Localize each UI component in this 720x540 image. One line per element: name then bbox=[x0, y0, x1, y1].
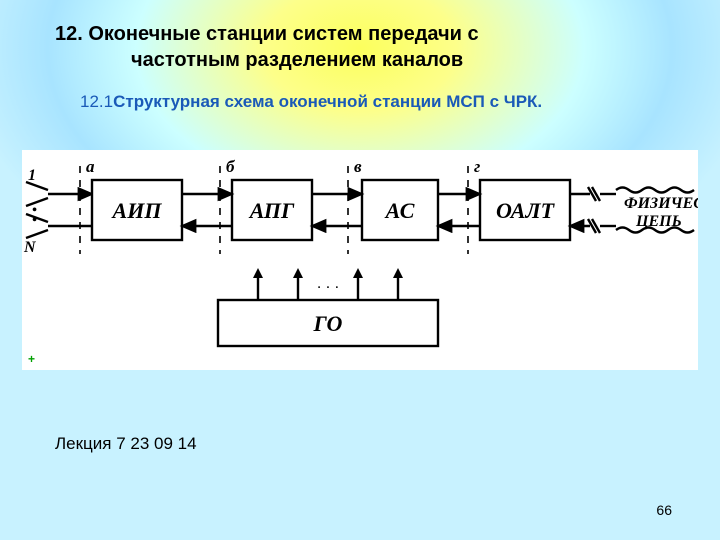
title-line2: частотным разделением каналов bbox=[55, 48, 675, 74]
slide: 12. Оконечные станции систем передачи с … bbox=[0, 0, 720, 540]
block-diagram: 1••NАИПАПГАСОАЛТГОФИЗИЧЕСКАЯЦЕПЬабвг. . … bbox=[22, 150, 698, 370]
svg-text:ЦЕПЬ: ЦЕПЬ bbox=[635, 213, 682, 230]
svg-text:ФИЗИЧЕСКАЯ: ФИЗИЧЕСКАЯ bbox=[624, 195, 698, 212]
svg-text:АИП: АИП bbox=[111, 198, 163, 223]
diagram-svg: 1••NАИПАПГАСОАЛТГОФИЗИЧЕСКАЯЦЕПЬабвг. . … bbox=[22, 150, 698, 370]
svg-text:ОАЛТ: ОАЛТ bbox=[496, 198, 556, 223]
svg-text:АПГ: АПГ bbox=[248, 198, 295, 223]
subtitle-prefix: 12.1 bbox=[80, 92, 113, 111]
plus-marker: + bbox=[28, 352, 35, 366]
svg-text:в: в bbox=[354, 157, 362, 176]
subtitle-text: Структурная схема оконечной станции МСП … bbox=[113, 92, 542, 111]
svg-text:1: 1 bbox=[28, 167, 36, 184]
page-number: 66 bbox=[656, 502, 672, 518]
svg-text:ГО: ГО bbox=[313, 311, 343, 336]
slide-subtitle: 12.1Структурная схема оконечной станции … bbox=[80, 92, 640, 112]
svg-text:. . .: . . . bbox=[317, 275, 339, 292]
svg-text:N: N bbox=[23, 239, 37, 256]
svg-text:а: а bbox=[86, 157, 95, 176]
title-line1: 12. Оконечные станции систем передачи с bbox=[55, 23, 479, 45]
slide-title: 12. Оконечные станции систем передачи с … bbox=[55, 22, 675, 73]
svg-text:г: г bbox=[474, 157, 480, 176]
svg-text:АС: АС bbox=[384, 198, 415, 223]
svg-text:б: б bbox=[226, 157, 236, 176]
lecture-note: Лекция 7 23 09 14 bbox=[55, 434, 197, 454]
